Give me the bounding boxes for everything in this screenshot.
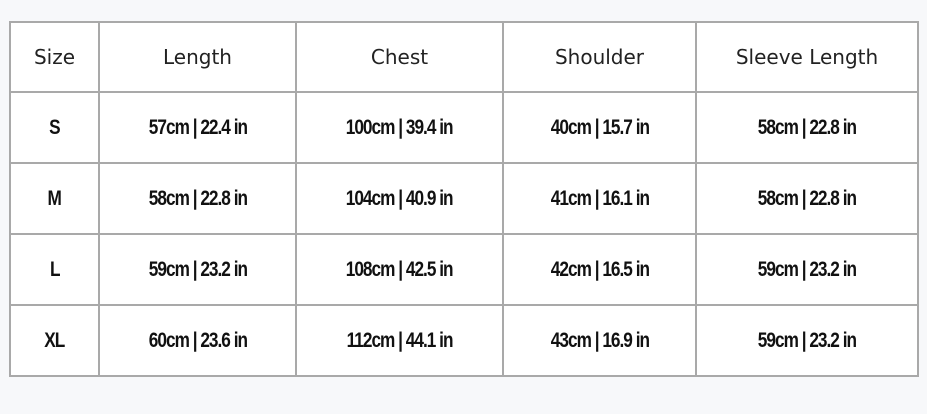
data-cell: M xyxy=(9,162,100,235)
cell-text: 104cm | 40.9 in xyxy=(346,186,454,210)
data-cell: 59cm | 23.2 in xyxy=(695,304,919,377)
cell-text: L xyxy=(49,257,60,281)
data-cell: 100cm | 39.4 in xyxy=(295,91,504,164)
data-row: XL 60cm | 23.6 in 112cm | 44.1 in 43cm | 16… xyxy=(9,304,919,377)
cell-text: 58cm | 22.8 in xyxy=(757,186,857,210)
data-cell: 43cm | 16.9 in xyxy=(502,304,697,377)
size-table: Size Length Chest Shoulder Sleeve Length S 57c… xyxy=(9,21,919,377)
data-cell: 60cm | 23.6 in xyxy=(98,304,297,377)
data-row: M 58cm | 22.8 in 104cm | 40.9 in 41cm | 16.… xyxy=(9,162,919,235)
data-cell: 42cm | 16.5 in xyxy=(502,233,697,306)
data-cell: 59cm | 23.2 in xyxy=(98,233,297,306)
header-row: Size Length Chest Shoulder Sleeve Length xyxy=(9,21,919,93)
cell-text: 100cm | 39.4 in xyxy=(346,115,454,139)
data-cell: 104cm | 40.9 in xyxy=(295,162,504,235)
cell-text: 40cm | 15.7 in xyxy=(550,115,649,139)
table-body: Size Length Chest Shoulder Sleeve Length S 57c… xyxy=(9,21,919,377)
data-cell: 41cm | 16.1 in xyxy=(502,162,697,235)
cell-text: S xyxy=(49,115,60,139)
cell-text: 42cm | 16.5 in xyxy=(550,257,649,281)
cell-text: 59cm | 23.2 in xyxy=(148,257,247,281)
data-cell: XL xyxy=(9,304,100,377)
data-cell: S xyxy=(9,91,100,164)
cell-text: XL xyxy=(44,328,65,352)
data-row: L 59cm | 23.2 in 108cm | 42.5 in 42cm | 16.… xyxy=(9,233,919,306)
data-row: S 57cm | 22.4 in 100cm | 39.4 in 40cm | 15.… xyxy=(9,91,919,164)
header-cell: Sleeve Length xyxy=(695,21,919,93)
cell-text: 57cm | 22.4 in xyxy=(148,115,247,139)
data-cell: 58cm | 22.8 in xyxy=(695,162,919,235)
cell-text: 58cm | 22.8 in xyxy=(148,186,247,210)
header-cell: Length xyxy=(98,21,297,93)
cell-text: 112cm | 44.1 in xyxy=(346,328,454,352)
data-cell: 57cm | 22.4 in xyxy=(98,91,297,164)
cell-text: 59cm | 23.2 in xyxy=(757,257,857,281)
header-cell: Chest xyxy=(295,21,504,93)
data-cell: 58cm | 22.8 in xyxy=(695,91,919,164)
cell-text: 58cm | 22.8 in xyxy=(757,115,857,139)
data-cell: 108cm | 42.5 in xyxy=(295,233,504,306)
data-cell: 40cm | 15.7 in xyxy=(502,91,697,164)
data-cell: 112cm | 44.1 in xyxy=(295,304,504,377)
cell-text: 60cm | 23.6 in xyxy=(148,328,247,352)
cell-text: 59cm | 23.2 in xyxy=(757,328,857,352)
data-cell: L xyxy=(9,233,100,306)
header-cell: Shoulder xyxy=(502,21,697,93)
data-cell: 58cm | 22.8 in xyxy=(98,162,297,235)
cell-text: M xyxy=(47,186,62,210)
header-cell: Size xyxy=(9,21,100,93)
cell-text: 43cm | 16.9 in xyxy=(550,328,649,352)
cell-text: 41cm | 16.1 in xyxy=(550,186,649,210)
cell-text: 108cm | 42.5 in xyxy=(346,257,454,281)
data-cell: 59cm | 23.2 in xyxy=(695,233,919,306)
